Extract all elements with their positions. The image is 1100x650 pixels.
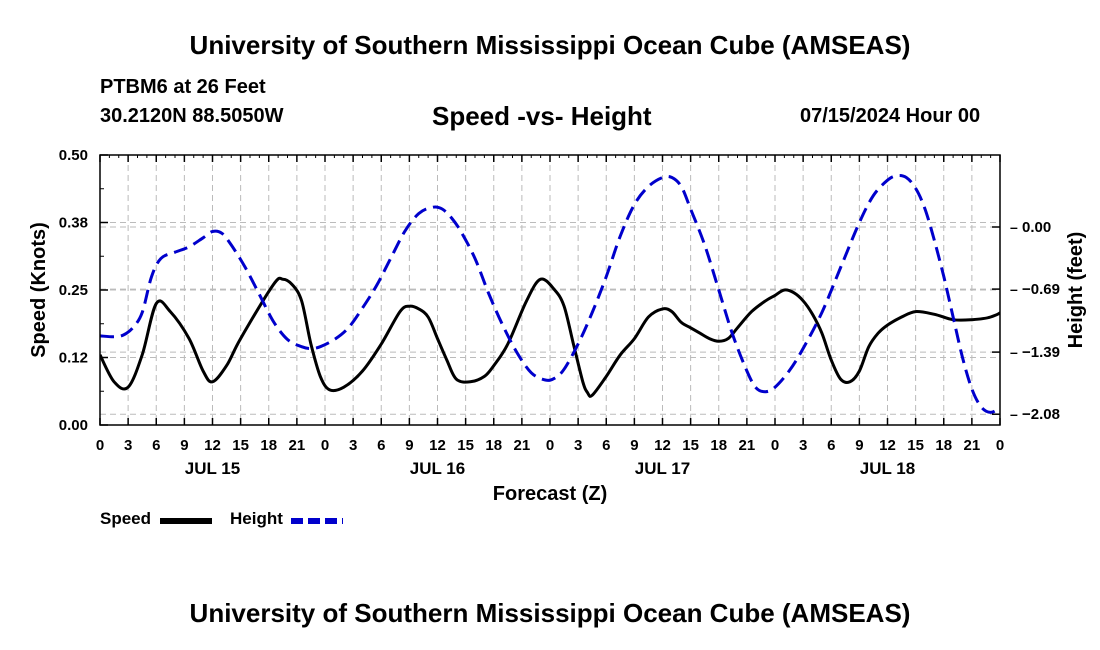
- x-tick-label: 21: [964, 437, 981, 454]
- y-tick-label: 0.25: [59, 282, 88, 299]
- y2-tick-label: −1.39: [1022, 344, 1060, 361]
- x-tick-label: 9: [405, 437, 413, 454]
- x-tick-label: 15: [907, 437, 924, 454]
- x-tick-label: 21: [514, 437, 531, 454]
- x-tick-label: 6: [602, 437, 610, 454]
- x-tick-label: 15: [682, 437, 699, 454]
- x-tick-label: 6: [377, 437, 385, 454]
- x-tick-label: 9: [855, 437, 863, 454]
- legend-speed-label: Speed: [100, 509, 152, 528]
- x-tick-label: 21: [739, 437, 756, 454]
- x-date-label: JUL 16: [410, 459, 465, 478]
- x-tick-label: 3: [574, 437, 582, 454]
- x-tick-label: 15: [457, 437, 474, 454]
- x-date-label: JUL 15: [185, 459, 240, 478]
- x-tick-label: 18: [260, 437, 277, 454]
- x-tick-label: 6: [827, 437, 835, 454]
- y2-tick-label: 0.00: [1022, 219, 1051, 236]
- grid: [100, 155, 1000, 425]
- y2-tick-dash: –: [1010, 344, 1018, 360]
- y2-tick-label: −2.08: [1022, 406, 1060, 423]
- x-date-label: JUL 18: [860, 459, 915, 478]
- coordinates-label: 30.2120N 88.5050W: [100, 105, 284, 127]
- x-tick-label: 0: [96, 437, 104, 454]
- series-height-line: [100, 174, 1000, 414]
- y2-axis-label: Height (feet): [1065, 232, 1087, 349]
- x-tick-label: 18: [710, 437, 727, 454]
- x-tick-label: 3: [124, 437, 132, 454]
- x-tick-label: 21: [289, 437, 306, 454]
- station-label: PTBM6 at 26 Feet: [100, 76, 266, 98]
- x-tick-label: 0: [321, 437, 329, 454]
- x-tick-label: 0: [546, 437, 554, 454]
- axes: 0 3 6 9 12 15 18 21 0 3 6 9 12 15 18 21 0 3 6 9 12 15 18 21 0 3 6 9…: [59, 147, 1060, 478]
- legend-height-label: Height: [230, 509, 283, 528]
- x-tick-label: 15: [232, 437, 249, 454]
- y-axis-label: Speed (Knots): [28, 222, 50, 358]
- y2-tick-dash: –: [1010, 406, 1018, 422]
- x-tick-label: 3: [349, 437, 357, 454]
- x-tick-label: 18: [935, 437, 952, 454]
- x-tick-label: 0: [996, 437, 1004, 454]
- y2-tick-dash: –: [1010, 281, 1018, 297]
- y-tick-label: 0.50: [59, 147, 88, 164]
- chart-title: University of Southern Mississippi Ocean…: [189, 30, 911, 60]
- x-date-label: JUL 17: [635, 459, 690, 478]
- x-tick-label: 12: [204, 437, 221, 454]
- x-axis-label: Forecast (Z): [493, 483, 607, 505]
- footer-title: University of Southern Mississippi Ocean…: [189, 598, 911, 628]
- x-tick-label: 12: [654, 437, 671, 454]
- forecast-datetime: 07/15/2024 Hour 00: [800, 105, 981, 127]
- x-tick-label: 3: [799, 437, 807, 454]
- y-tick-label: 0.00: [59, 417, 88, 434]
- y-tick-label: 0.38: [59, 215, 88, 232]
- x-tick-label: 12: [429, 437, 446, 454]
- x-tick-label: 9: [180, 437, 188, 454]
- chart-subtitle: Speed -vs- Height: [432, 101, 652, 131]
- y-tick-label: 0.12: [59, 350, 88, 367]
- x-tick-label: 18: [485, 437, 502, 454]
- y2-tick-label: −0.69: [1022, 281, 1060, 298]
- series-speed-line: [100, 276, 1000, 398]
- x-tick-label: 9: [630, 437, 638, 454]
- x-tick-label: 6: [152, 437, 160, 454]
- series-layer: [100, 174, 1000, 414]
- y2-tick-dash: –: [1010, 219, 1018, 235]
- x-tick-label: 12: [879, 437, 896, 454]
- x-tick-label: 0: [771, 437, 779, 454]
